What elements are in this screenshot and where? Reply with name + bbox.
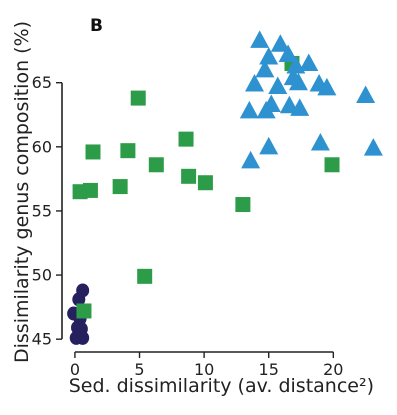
triangle-point — [268, 76, 288, 95]
x-tick-label: 10 — [194, 360, 214, 379]
y-tick-label: 50 — [32, 266, 52, 285]
y-axis-title: Dissimilarity genus composition (%) — [11, 21, 33, 363]
y-tick-label: 45 — [32, 330, 52, 349]
square-point — [235, 197, 251, 213]
triangle-point — [259, 47, 279, 65]
square-point — [197, 175, 213, 191]
x-axis-ticks: 0 5 10 15 20 — [70, 352, 343, 379]
x-axis-title: Sed. dissimilarity (av. distance²) — [69, 375, 374, 397]
square-point — [76, 303, 92, 319]
triangle-point — [255, 59, 275, 78]
circle-point — [76, 330, 90, 345]
x-tick-label: 0 — [70, 360, 80, 379]
x-tick-label: 5 — [134, 360, 144, 379]
triangle-point — [256, 100, 276, 119]
square-point — [120, 143, 136, 159]
triangle-point — [250, 30, 270, 48]
triangle-point — [356, 85, 376, 104]
panel-label: B — [90, 16, 103, 36]
x-tick-label: 20 — [323, 360, 343, 379]
triangle-point — [239, 100, 259, 119]
square-point — [324, 157, 340, 173]
square-point — [112, 179, 128, 195]
triangle-point — [363, 138, 383, 156]
triangle-point — [317, 77, 337, 96]
square-point — [130, 90, 146, 106]
square-point — [181, 168, 197, 184]
triangle-point — [310, 132, 330, 151]
circle-point — [72, 292, 86, 307]
x-tick-label: 15 — [259, 360, 279, 379]
y-tick-label: 65 — [32, 73, 52, 92]
square-point — [137, 268, 153, 284]
y-tick-label: 55 — [32, 201, 52, 220]
triangle-point — [288, 72, 308, 91]
triangle-point — [278, 44, 298, 62]
y-tick-label: 60 — [32, 137, 52, 156]
triangle-point — [290, 98, 310, 116]
axes — [61, 82, 334, 353]
square-point — [82, 182, 98, 198]
triangle-point — [245, 73, 265, 92]
triangle-point — [270, 34, 290, 52]
square-point — [85, 144, 101, 160]
data-points — [67, 30, 383, 345]
square-point — [178, 131, 194, 147]
triangle-point — [241, 150, 261, 169]
triangle-point — [299, 53, 319, 71]
triangle-point — [259, 136, 279, 155]
y-axis-ticks: 45 50 55 60 65 — [32, 73, 62, 349]
square-point — [148, 157, 164, 173]
